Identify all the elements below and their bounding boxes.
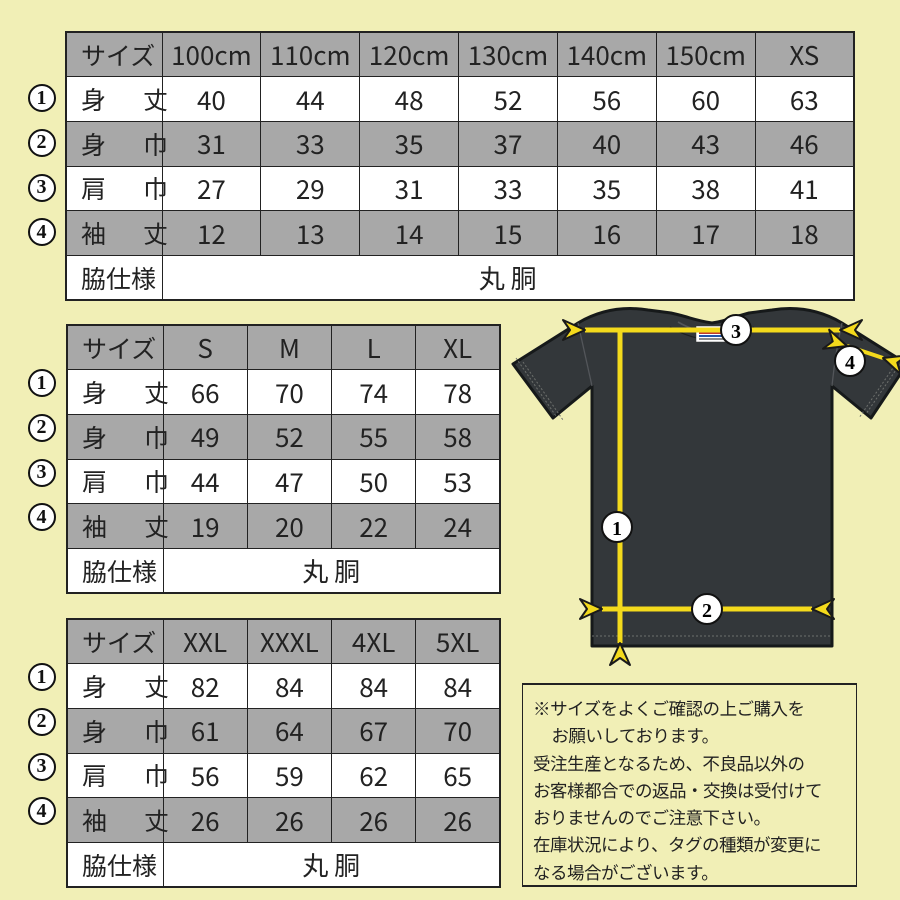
svg-text:3: 3 <box>731 321 741 343</box>
svg-text:2: 2 <box>702 600 712 622</box>
svg-text:1: 1 <box>612 518 622 540</box>
svg-text:4: 4 <box>845 352 855 374</box>
